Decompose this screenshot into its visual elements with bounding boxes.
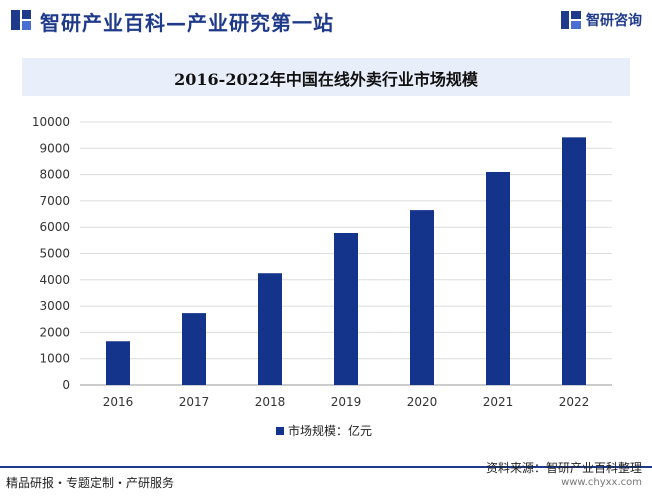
x-tick-label: 2018: [255, 395, 286, 409]
footer-divider: [0, 466, 652, 468]
footer-services: 精品研报・专题定制・产研服务: [6, 476, 175, 490]
y-tick-label: 6000: [39, 220, 70, 234]
y-tick-label: 8000: [39, 168, 70, 182]
bar-2019: [334, 232, 358, 385]
chart-title-band: 2016-2022年中国在线外卖行业市场规模: [22, 58, 630, 96]
y-tick-label: 3000: [39, 299, 70, 313]
bar-2020: [410, 210, 434, 385]
brand-mark-icon: [11, 10, 31, 30]
x-tick-label: 2022: [559, 395, 590, 409]
y-tick-label: 2000: [39, 325, 70, 339]
logo-mark-icon: [561, 11, 581, 29]
y-tick-label: 1000: [39, 352, 70, 366]
x-tick-label: 2019: [331, 395, 362, 409]
footer-url[interactable]: www.chyxx.com: [561, 477, 642, 488]
y-tick-label: 5000: [39, 247, 70, 261]
bar-2017: [182, 313, 206, 385]
y-tick-label: 0: [62, 378, 70, 392]
y-tick-label: 9000: [39, 141, 70, 155]
brand-logo[interactable]: 智研咨询: [561, 10, 642, 30]
bar-2018: [258, 273, 282, 385]
x-tick-label: 2017: [179, 395, 210, 409]
bar-2016: [106, 341, 130, 385]
x-tick-label: 2021: [483, 395, 514, 409]
footer: 精品研报・专题定制・产研服务 资料来源：智研产业百科整理 www.chyxx.c…: [0, 461, 652, 496]
top-header: 智研产业百科—产业研究第一站 智研咨询: [0, 0, 652, 42]
footer-source: 资料来源：智研产业百科整理: [485, 461, 642, 475]
y-tick-label: 7000: [39, 194, 70, 208]
y-tick-label: 10000: [32, 115, 70, 129]
legend-label: 市场规模：亿元: [288, 424, 373, 438]
site-title: 智研产业百科—产业研究第一站: [40, 11, 334, 35]
bar-2021: [486, 171, 510, 385]
x-tick-label: 2016: [103, 395, 134, 409]
chart-title: 2016-2022年中国在线外卖行业市场规模: [174, 70, 478, 89]
y-tick-label: 4000: [39, 273, 70, 287]
chart-legend: 市场规模：亿元: [276, 422, 372, 439]
bar-chart: 0 1000 2000 3000 4000 5000 6000 7000 8000 9000 100…: [32, 115, 612, 409]
legend-swatch: [276, 426, 284, 435]
bar-2022: [562, 137, 586, 385]
x-tick-label: 2020: [407, 395, 438, 409]
logo-text: 智研咨询: [586, 13, 642, 29]
